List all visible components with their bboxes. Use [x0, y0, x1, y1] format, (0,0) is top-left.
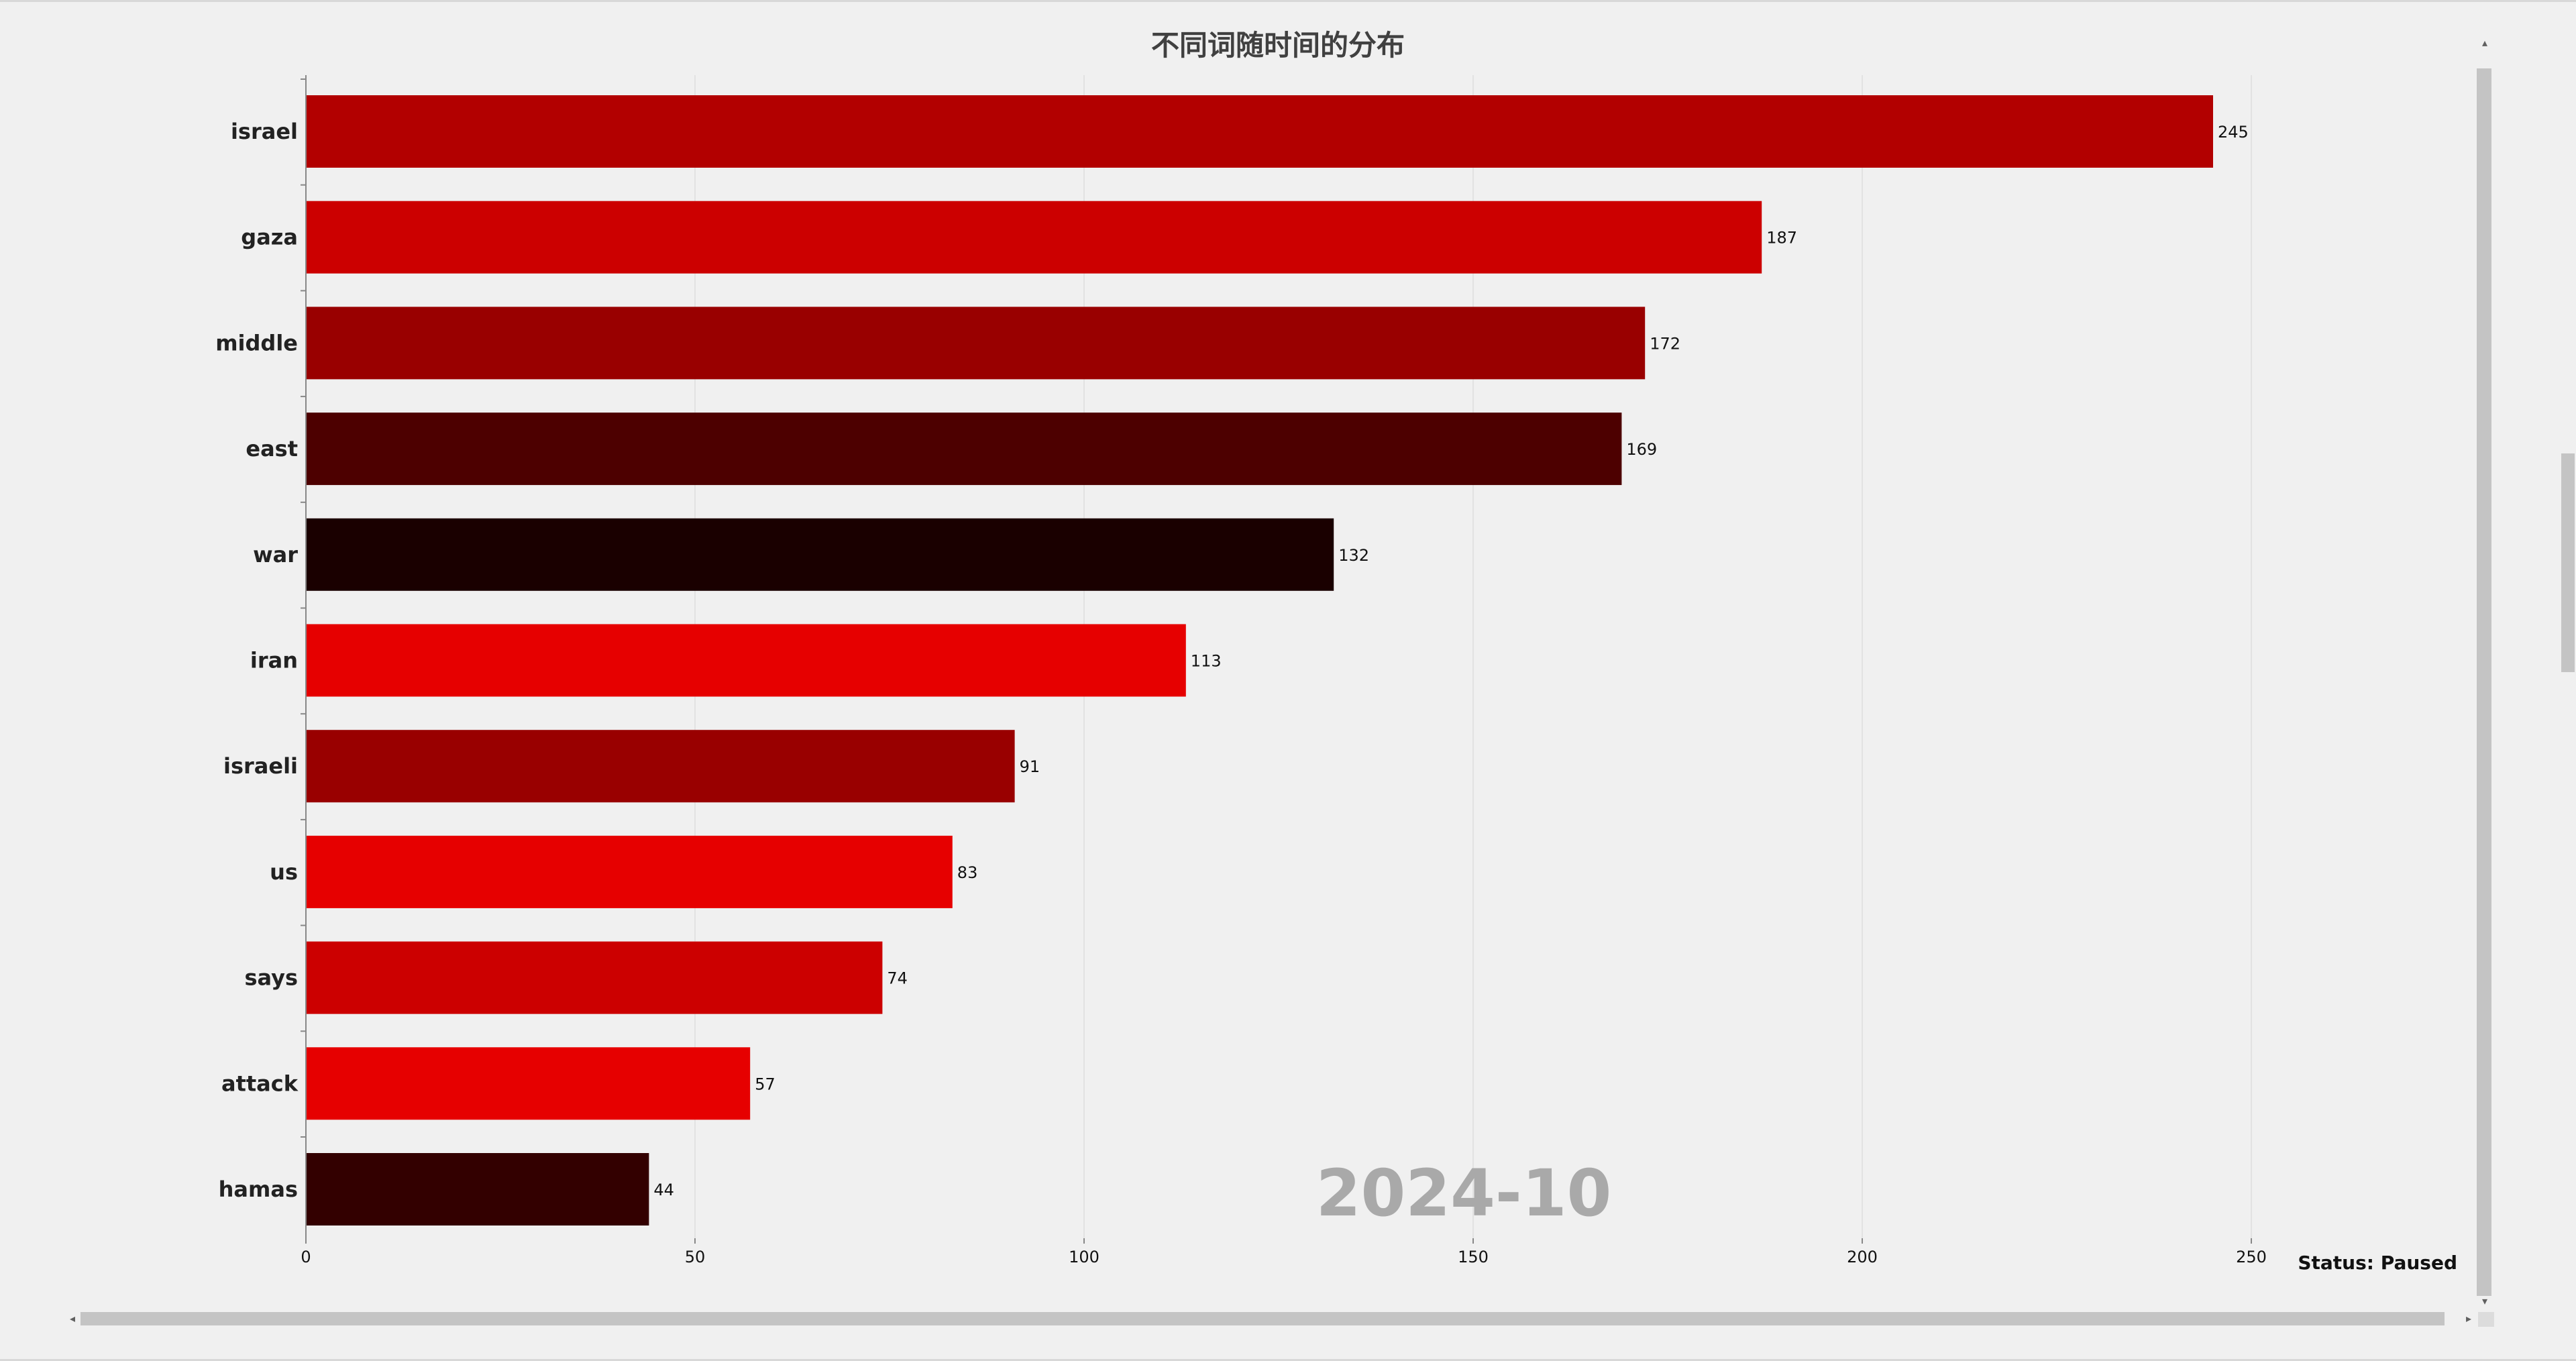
value-label: 169 [1626, 440, 1657, 459]
x-tick-label: 100 [1069, 1248, 1099, 1266]
category-label: iran [250, 648, 298, 673]
x-tick-label: 150 [1458, 1248, 1489, 1266]
period-label: 2024-10 [1316, 1156, 1612, 1231]
x-tick-label: 250 [2236, 1248, 2267, 1266]
value-label: 172 [1650, 334, 1680, 353]
chevron-left-icon[interactable]: ◂ [69, 1312, 76, 1325]
category-label: israel [231, 119, 298, 144]
bars: 245 187 172 169 132 113 91 83 74 57 44 [307, 95, 2249, 1226]
bar-middle [307, 307, 1646, 380]
x-tick-label: 200 [1847, 1248, 1878, 1266]
category-label: us [270, 859, 298, 885]
value-label: 187 [1766, 229, 1797, 248]
x-tick-label: 50 [685, 1248, 706, 1266]
bar-says [307, 941, 883, 1014]
value-label: 245 [2218, 123, 2249, 142]
category-label: gaza [241, 225, 298, 250]
category-label: attack [221, 1071, 299, 1096]
axes: 0 50 100 150 200 250 israel gaza middle east war ir… [215, 75, 2267, 1266]
horizontal-scrollbar[interactable] [67, 1309, 2474, 1328]
chevron-right-icon[interactable]: ▸ [2465, 1312, 2472, 1325]
value-label: 74 [887, 969, 908, 988]
bar-israel [307, 95, 2213, 168]
category-label: hamas [219, 1177, 298, 1202]
value-label: 44 [653, 1181, 674, 1199]
status-label: Status: Paused [2298, 1252, 2457, 1274]
value-label: 132 [1338, 546, 1369, 565]
chevron-up-icon[interactable]: ▴ [2481, 36, 2488, 49]
scrollbar-corner [2478, 1312, 2494, 1327]
chevron-down-icon[interactable]: ▾ [2481, 1295, 2488, 1307]
bar-us [307, 835, 953, 908]
vertical-scrollbar[interactable] [2475, 35, 2494, 1303]
window-bottom-border [0, 1359, 2576, 1361]
category-label: says [244, 965, 298, 991]
category-label: middle [215, 330, 298, 356]
bar-attack [307, 1047, 751, 1120]
bar-gaza [307, 201, 1762, 274]
bar-east [307, 413, 1622, 486]
bar-war [307, 518, 1334, 591]
value-label: 83 [957, 863, 978, 882]
horizontal-scrollbar-thumb[interactable] [80, 1312, 2445, 1325]
value-label: 91 [1020, 757, 1040, 776]
window-top-border [0, 0, 2576, 2]
category-label: war [253, 542, 298, 567]
category-label: east [246, 436, 298, 461]
chart-title: 不同词随时间的分布 [1151, 29, 1405, 62]
bar-israeli [307, 730, 1015, 803]
x-tick-label: 0 [301, 1248, 311, 1266]
vertical-scrollbar-thumb[interactable] [2477, 68, 2491, 1296]
bar-hamas [307, 1153, 649, 1226]
value-label: 57 [755, 1075, 775, 1093]
bar-iran [307, 624, 1186, 697]
category-label: israeli [223, 753, 298, 779]
window-scrollbar-thumb[interactable] [2561, 453, 2575, 672]
value-label: 113 [1191, 652, 1222, 671]
